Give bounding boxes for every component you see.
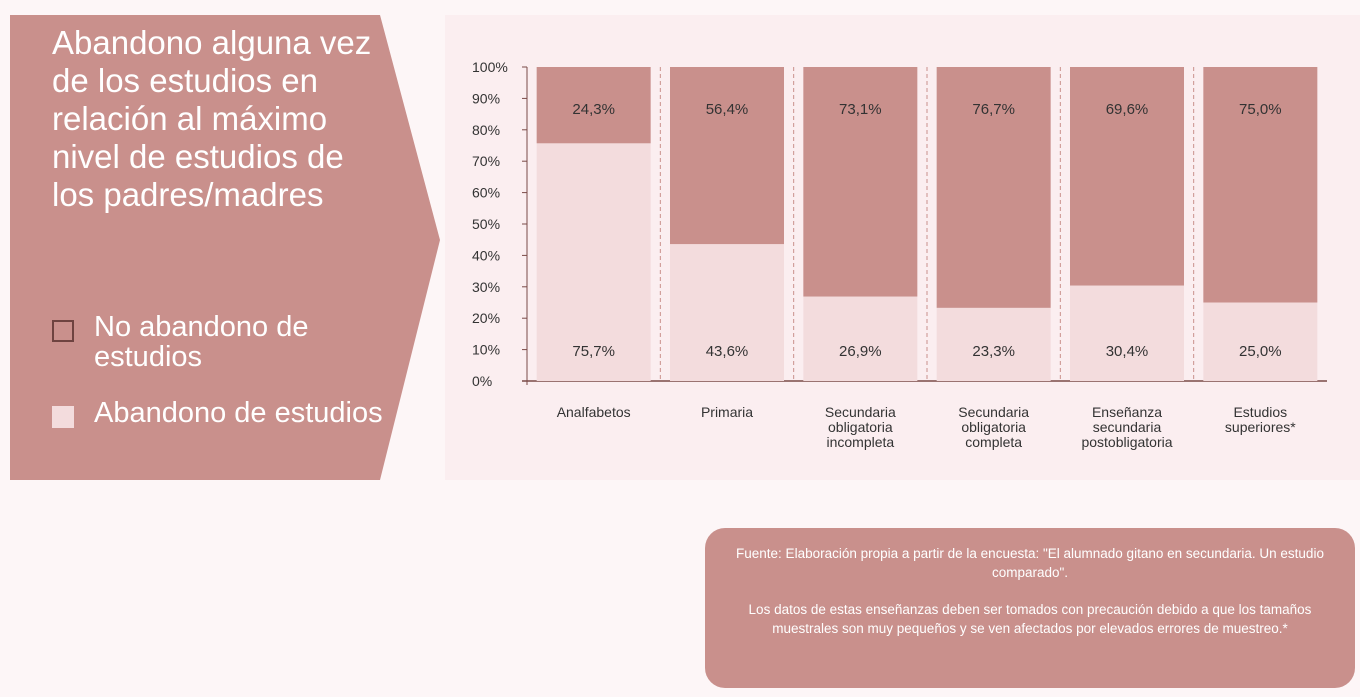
y-tick-label: 50% [472,216,500,232]
bar-segment [536,67,651,144]
label-line: incompleta [826,434,894,450]
footnote-box: Fuente: Elaboración propia a partir de l… [705,528,1355,688]
label-line: completa [965,434,1022,450]
bar-segment [803,296,918,381]
label-line: obligatoria [828,419,893,435]
label-line: Enseñanza [1092,404,1162,420]
y-tick-label: 0% [472,373,492,389]
bar-segment [1203,302,1318,381]
x-tick-label: Analfabetos [557,404,631,420]
x-tick-label: Enseñanza secundaria postobligatoria [1081,404,1172,450]
value-label: 76,7% [972,101,1015,118]
x-tick-label: Primaria [701,404,753,420]
label-line: Primaria [701,404,753,420]
y-tick-label: 90% [472,90,500,106]
x-tick-label: Secundaria obligatoria completa [958,404,1029,450]
value-label: 23,3% [972,343,1015,360]
bar-segment [936,67,1051,308]
legend-label: Abandono de estudios [94,397,383,429]
bar-segment [1070,67,1184,286]
value-label: 24,3% [572,101,615,118]
legend-label: No abandono de estudios [94,311,309,373]
legend-item: Abandono de estudios [52,398,394,428]
x-tick-label: Secundaria obligatoria incompleta [825,404,896,450]
legend-swatch [52,406,74,428]
value-label: 43,6% [706,343,749,360]
label-line: Analfabetos [557,404,631,420]
y-tick-label: 20% [472,310,500,326]
y-tick-label: 30% [472,279,500,295]
label-line: Secundaria [825,404,896,420]
bar-segment [670,67,784,245]
bar-segment [536,143,651,381]
y-tick-label: 100% [472,59,508,75]
y-tick-label: 10% [472,342,500,358]
label-line: Secundaria [958,404,1029,420]
value-label: 69,6% [1106,101,1149,118]
x-tick-label: Estudios superiores* [1225,404,1296,435]
note-text: Los datos de estas enseñanzas deben ser … [748,602,1312,636]
bar-segment [670,244,784,381]
label-line: secundaria [1093,419,1162,435]
value-label: 56,4% [706,101,749,118]
y-tick-label: 40% [472,247,500,263]
title-arrow [10,15,440,480]
label-line: superiores* [1225,419,1296,435]
value-label: 73,1% [839,101,882,118]
label-line: obligatoria [961,419,1026,435]
value-label: 75,7% [572,343,615,360]
value-label: 30,4% [1106,343,1149,360]
value-label: 25,0% [1239,343,1282,360]
label-line: postobligatoria [1081,434,1172,450]
value-label: 75,0% [1239,101,1282,118]
bar-segment [1203,67,1318,303]
value-label: 26,9% [839,343,882,360]
legend-swatch [52,320,74,342]
source-text: Fuente: Elaboración propia a partir de l… [736,546,1324,580]
legend-item: No abandono de estudios [52,312,394,372]
chart-title: Abandono alguna vez de los estudios en r… [52,24,372,213]
label-line: Estudios [1233,404,1287,420]
bar-segment [1070,285,1184,381]
bar-segment [803,67,918,297]
y-tick-label: 80% [472,122,500,138]
y-tick-label: 60% [472,185,500,201]
bar-segment [936,307,1051,381]
y-tick-label: 70% [472,153,500,169]
